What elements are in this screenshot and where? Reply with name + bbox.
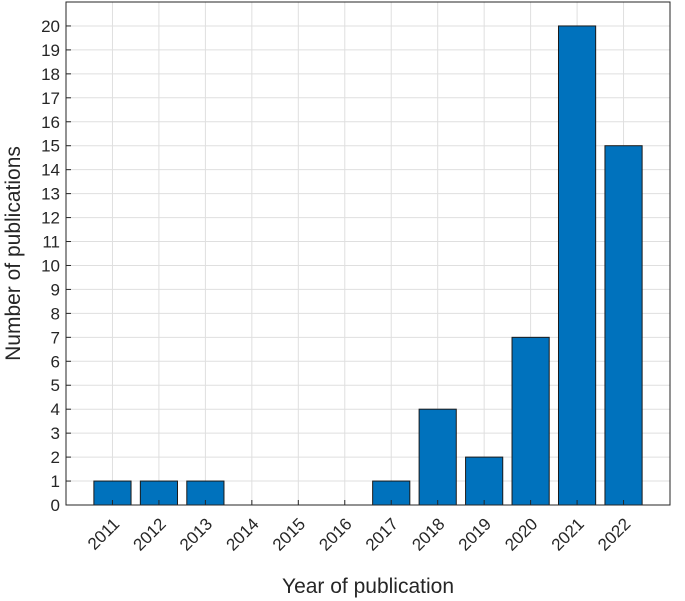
x-tick-label: 2015 (269, 514, 309, 554)
y-tick-label: 6 (51, 352, 60, 371)
x-tick-label: 2022 (594, 514, 634, 554)
y-tick-label: 13 (41, 185, 60, 204)
x-tick-label: 2016 (315, 514, 355, 554)
y-tick-label: 15 (41, 137, 60, 156)
y-tick-label: 8 (51, 304, 60, 323)
y-tick-label: 3 (51, 424, 60, 443)
y-tick-label: 18 (41, 65, 60, 84)
y-tick-label: 20 (41, 17, 60, 36)
bar-2018 (418, 408, 457, 506)
bar-2022 (604, 145, 643, 506)
y-tick-label: 17 (41, 89, 60, 108)
y-tick-label: 16 (41, 113, 60, 132)
x-tick-label: 2011 (84, 514, 123, 553)
x-tick-label: 2020 (501, 514, 541, 554)
y-axis-label: Number of publications (2, 146, 25, 361)
x-axis-label: Year of publication (282, 575, 454, 598)
x-tick-label: 2014 (222, 514, 262, 554)
bar-2019 (465, 456, 504, 506)
y-tick-label: 12 (41, 209, 60, 228)
y-tick-label: 14 (41, 161, 60, 180)
y-tick-label: 11 (42, 233, 60, 252)
x-axis-ticks: 2011 2012 2013 2014 2015 2016 2017 2018 2019 2020… (84, 500, 634, 555)
plot-area-border (65, 1, 671, 506)
x-tick-label: 2017 (362, 514, 402, 554)
x-tick-label: 2019 (455, 514, 495, 554)
x-tick-label: 2012 (130, 514, 170, 554)
y-tick-label: 0 (51, 496, 60, 515)
x-tick-label: 2013 (176, 514, 216, 554)
bar-2020 (511, 336, 550, 506)
y-tick-label: 7 (51, 328, 60, 347)
bars (93, 25, 643, 506)
y-tick-label: 9 (51, 280, 60, 299)
x-tick-label: 2018 (408, 514, 448, 554)
x-tick-label: 2021 (548, 514, 588, 554)
y-tick-label: 19 (41, 41, 60, 60)
bar-2021 (557, 25, 597, 506)
y-tick-label: 4 (51, 400, 60, 419)
y-tick-label: 10 (41, 256, 60, 275)
y-tick-label: 1 (51, 472, 60, 491)
y-tick-label: 5 (51, 376, 60, 395)
y-tick-label: 2 (51, 448, 60, 467)
